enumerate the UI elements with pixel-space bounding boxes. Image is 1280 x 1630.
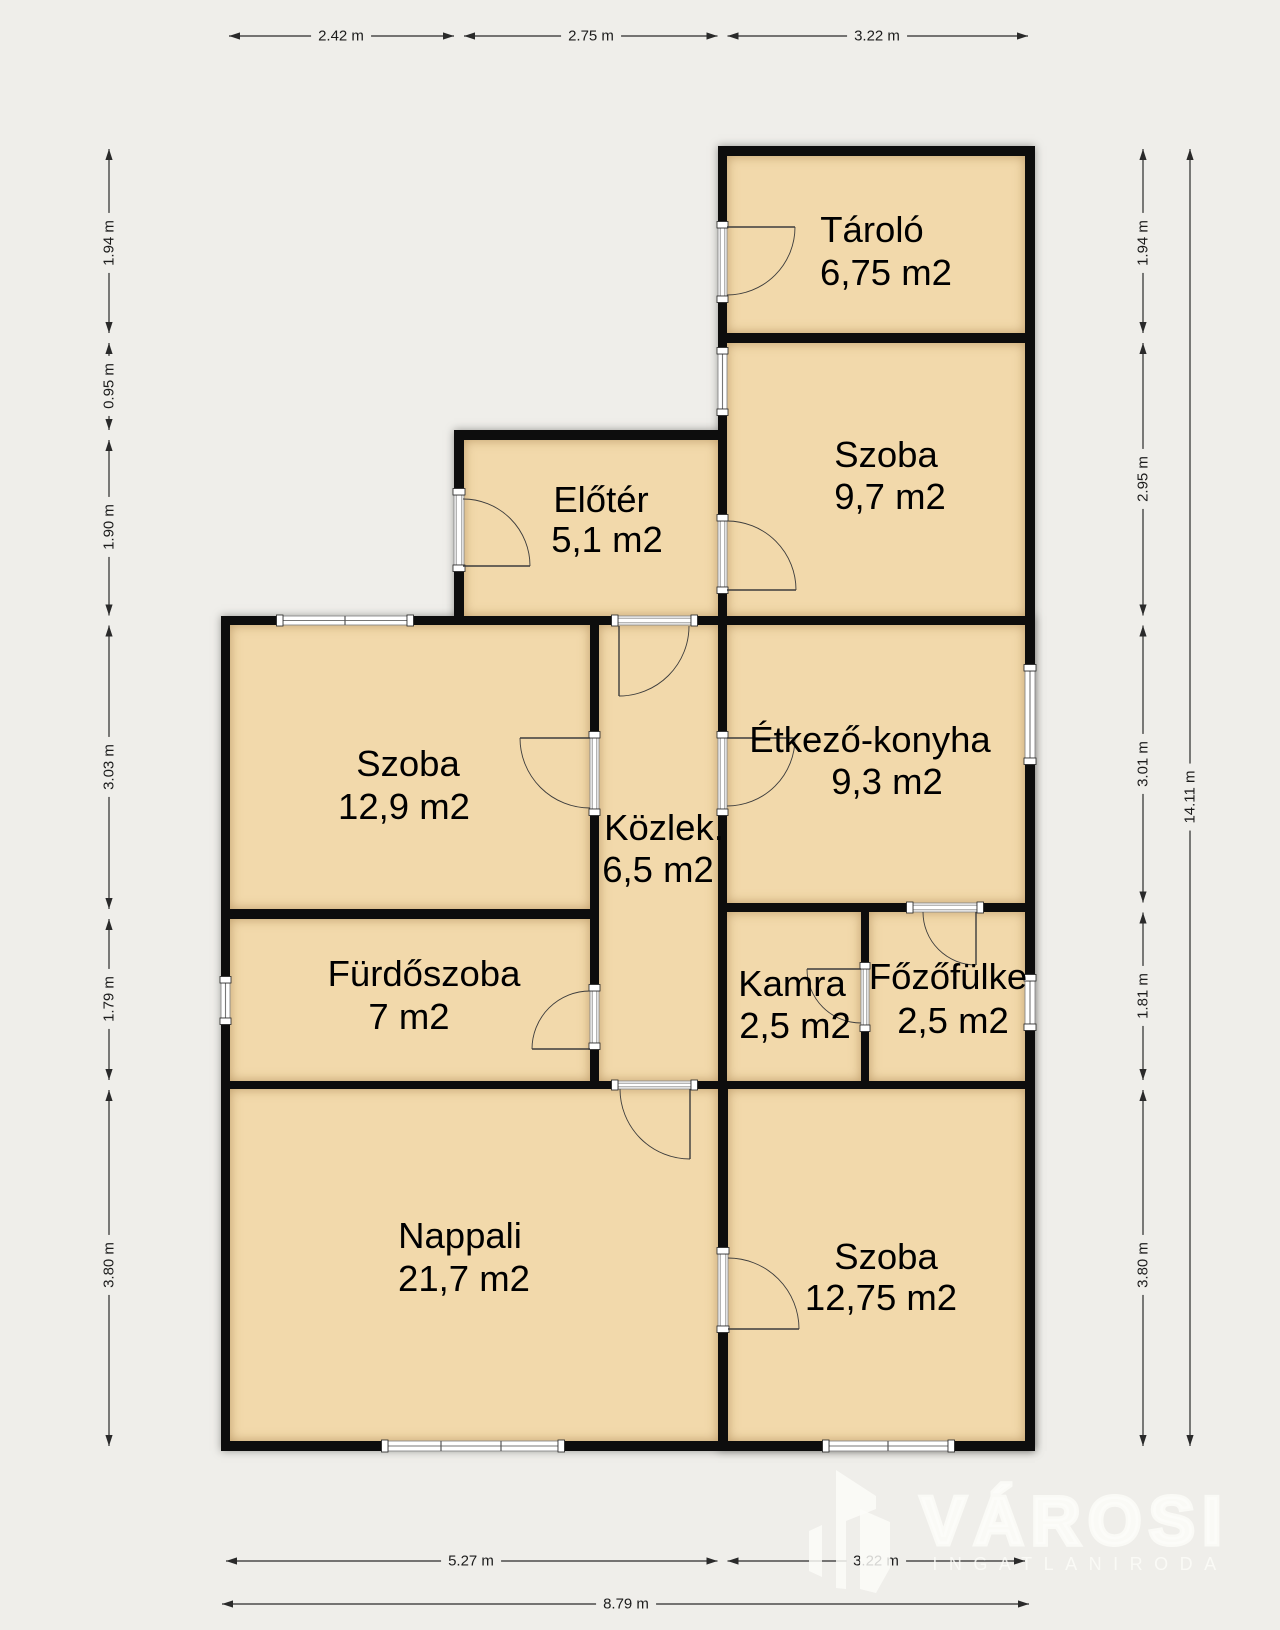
svg-text:INGATLANIRODA: INGATLANIRODA: [932, 1554, 1227, 1574]
svg-text:VÁROSI: VÁROSI: [921, 1483, 1230, 1559]
